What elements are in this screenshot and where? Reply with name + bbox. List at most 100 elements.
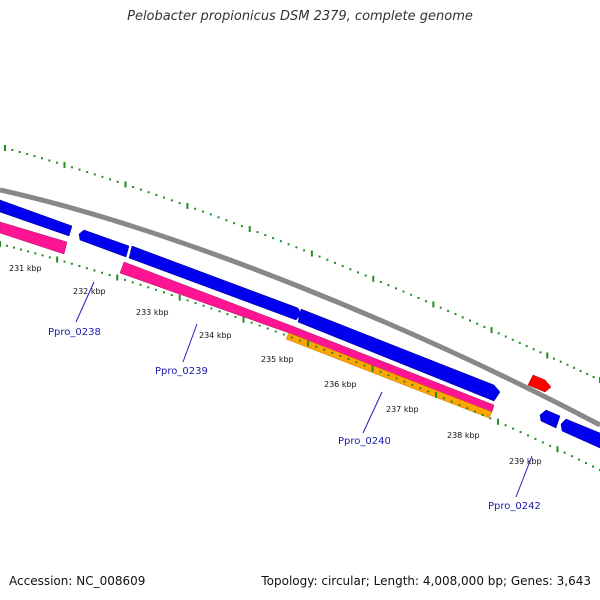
minor-tick <box>341 265 344 268</box>
gene-block[interactable] <box>539 409 561 429</box>
minor-tick <box>116 180 119 183</box>
major-tick <box>556 446 559 453</box>
major-tick <box>372 275 375 282</box>
minor-tick <box>147 191 150 194</box>
major-tick <box>307 340 310 347</box>
minor-tick <box>264 234 267 237</box>
major-tick <box>4 145 6 151</box>
kbp-label: 236 kbp <box>324 380 357 389</box>
gene-label-ppro-0238[interactable]: Ppro_0238 <box>48 327 101 338</box>
minor-tick <box>379 280 382 283</box>
major-tick <box>116 274 119 281</box>
minor-tick <box>93 173 96 176</box>
minor-tick <box>101 175 104 178</box>
minor-tick <box>489 417 492 420</box>
major-tick <box>124 181 127 188</box>
minor-tick <box>217 216 220 219</box>
minor-tick <box>577 458 580 461</box>
inner-tick-ring <box>0 241 600 471</box>
minor-tick <box>439 306 442 309</box>
minor-tick <box>534 437 537 440</box>
minor-tick <box>233 222 236 225</box>
pink-feature[interactable] <box>0 221 68 255</box>
minor-tick <box>387 374 390 377</box>
gene-block[interactable] <box>128 245 302 321</box>
minor-tick <box>347 358 350 361</box>
minor-tick <box>466 407 469 410</box>
minor-tick <box>132 185 135 188</box>
minor-tick <box>170 199 173 202</box>
minor-tick <box>234 315 237 318</box>
minor-tick <box>579 369 582 372</box>
minor-tick <box>218 310 221 313</box>
minor-tick <box>27 250 30 253</box>
minor-tick <box>326 258 329 261</box>
gene-block[interactable] <box>0 199 73 237</box>
minor-tick <box>11 148 14 151</box>
major-tick <box>186 202 189 209</box>
minor-tick <box>194 207 197 210</box>
minor-tick <box>258 324 261 327</box>
minor-tick <box>450 400 453 403</box>
minor-tick <box>139 283 142 286</box>
minor-tick <box>427 390 430 393</box>
minor-tick <box>279 240 282 243</box>
minor-tick <box>411 383 414 386</box>
major-tick <box>432 301 435 308</box>
accession-text: Accession: NC_008609 <box>9 574 146 588</box>
minor-tick <box>355 361 358 364</box>
kbp-label: 238 kbp <box>447 431 480 440</box>
gene-block[interactable] <box>78 229 130 258</box>
minor-tick <box>209 213 212 216</box>
minor-tick <box>573 366 576 369</box>
minor-tick <box>566 363 569 366</box>
minor-tick <box>403 380 406 383</box>
minor-tick <box>85 267 88 270</box>
minor-tick <box>410 293 413 296</box>
gene-label-ppro-0239[interactable]: Ppro_0239 <box>155 366 208 377</box>
minor-tick <box>48 256 51 259</box>
major-tick <box>56 256 59 263</box>
minor-tick <box>559 360 562 363</box>
minor-tick <box>323 348 326 351</box>
minor-tick <box>447 309 450 312</box>
minor-tick <box>240 225 243 228</box>
minor-tick <box>387 284 390 287</box>
minor-tick <box>504 335 507 338</box>
minor-tick <box>458 403 461 406</box>
minor-tick <box>315 345 318 348</box>
minor-tick <box>202 304 205 307</box>
minor-tick <box>194 302 197 305</box>
gene-label-ppro-0242[interactable]: Ppro_0242 <box>488 501 541 512</box>
minor-tick <box>272 237 275 240</box>
minor-tick <box>274 330 277 333</box>
minor-tick <box>18 150 21 153</box>
gene-block[interactable] <box>297 308 501 402</box>
minor-tick <box>473 410 476 413</box>
minor-tick <box>226 313 229 316</box>
genome-summary-text: Topology: circular; Length: 4,008,000 bp… <box>261 574 591 588</box>
minor-tick <box>210 307 213 310</box>
pink-feature[interactable] <box>119 261 495 413</box>
minor-tick <box>93 269 96 272</box>
gene-block[interactable] <box>560 418 600 449</box>
minor-tick <box>163 196 166 199</box>
minor-tick <box>497 332 500 335</box>
minor-tick <box>349 268 352 271</box>
minor-tick <box>549 444 552 447</box>
minor-tick <box>364 274 367 277</box>
minor-tick <box>334 261 337 264</box>
rrna-gene[interactable] <box>527 374 552 393</box>
minor-tick <box>303 249 306 252</box>
minor-tick <box>481 413 484 416</box>
gene-label-ppro-0240[interactable]: Ppro_0240 <box>338 436 391 447</box>
minor-tick <box>147 286 150 289</box>
minor-tick <box>379 370 382 373</box>
minor-tick <box>468 319 471 322</box>
minor-tick <box>394 287 397 290</box>
minor-tick <box>287 243 290 246</box>
minor-tick <box>419 387 422 390</box>
minor-tick <box>357 271 360 274</box>
minor-tick <box>178 202 181 205</box>
